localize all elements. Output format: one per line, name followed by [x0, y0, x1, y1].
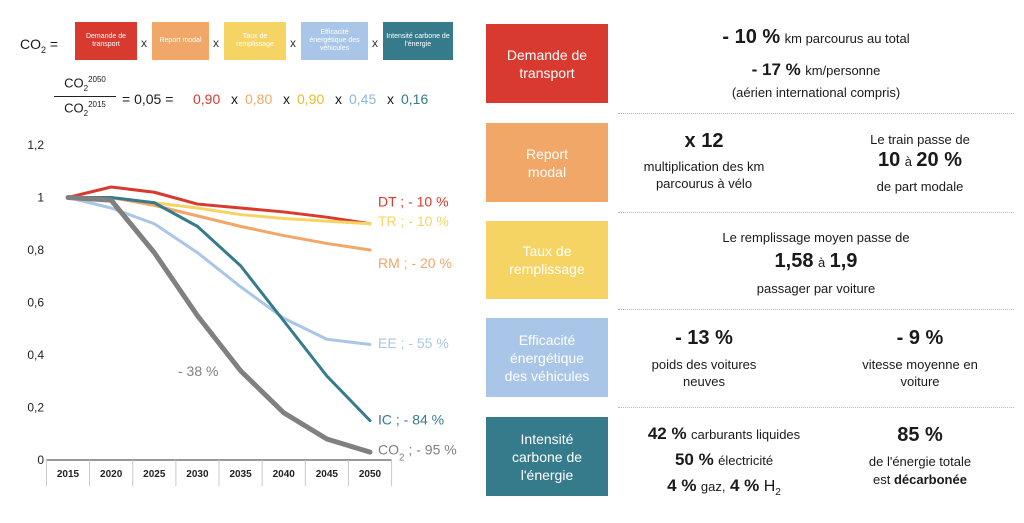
transport-line1: - 10 % km parcourus au total [722, 26, 910, 48]
y-tick-label: 0 [37, 453, 44, 467]
modal-left-big: x 12 [684, 130, 724, 152]
efficacite-right-text: vitesse moyenne en voiture [862, 357, 978, 389]
separator [618, 113, 1014, 114]
times-sign: x [141, 36, 147, 50]
series-labels: DT ; - 10 % TR ; - 10 % RM ; - 20 % EE ; - … [378, 193, 457, 463]
remplissage-big: 1,58 à 1,9 [774, 250, 858, 272]
x-tick-label: 2030 [186, 469, 209, 480]
chip-intensite: Intensité carbone de l'énergie [383, 22, 453, 60]
x-tick-label: 2035 [229, 469, 252, 480]
category-remplissage: Taux de remplissage [486, 221, 608, 299]
category-efficacite: Efficacité énergétique des véhicules [486, 318, 608, 397]
series-label-tr: TR ; - 10 % [378, 213, 449, 229]
ratio-denominator: CO22015 [64, 100, 106, 118]
transport-line3: (aérien international compris) [731, 85, 901, 100]
times-sign: x [283, 91, 290, 107]
times-sign: x [290, 36, 296, 50]
ratio-equals: = 0,05 = [122, 91, 174, 107]
x-tick-label: 2040 [273, 469, 296, 480]
y-tick-label: 1 [37, 191, 44, 205]
x-tick-label: 2045 [316, 469, 339, 480]
category-modal: Report modal [486, 123, 608, 202]
y-tick-label: 0,4 [27, 348, 44, 362]
separator [618, 212, 1014, 213]
chip-modal: Report modal [152, 22, 209, 60]
chip-transport: Demande de transport [75, 22, 137, 60]
series-line-dt [66, 185, 372, 226]
efficacite-left-text: poids des voitures neuves [651, 357, 757, 389]
ratio-numerator: CO22050 [64, 75, 106, 93]
y-axis-ticks: 0 0,2 0,4 0,6 0,8 1 1,2 [27, 138, 44, 467]
times-sign: x [231, 91, 238, 107]
x-tick-label: 2050 [359, 469, 382, 480]
factor-transport: 0,90 [193, 91, 221, 107]
modal-left-text: multiplication des km parcourus à vélo [643, 159, 765, 191]
series-line-co2 [65, 195, 373, 455]
times-sign: x [372, 36, 378, 50]
intensite-line3: 4 % gaz, 4 % H2 [667, 476, 781, 499]
series-label-ic: IC ; - 84 % [378, 411, 444, 427]
factor-intensite: 0,16 [401, 91, 429, 107]
series-label-subscript: 2 [399, 452, 405, 463]
annotation-label: - 38 % [178, 363, 218, 379]
series-label-dt: DT ; - 10 % [378, 193, 449, 209]
factor-efficacite: 0,45 [349, 91, 377, 107]
category-transport: Demande de transport [486, 24, 608, 103]
intensite-right-big: 85 % [897, 424, 943, 446]
x-axis-ticks: 2015 2020 2025 2030 2035 2040 2045 2050 [45, 459, 393, 486]
y-tick-label: 0,6 [27, 296, 44, 310]
x-tick-label: 2020 [100, 469, 123, 480]
remplissage-top: Le remplissage moyen passe de [722, 230, 910, 245]
category-intensite: Intensité carbone de l'énergie [486, 417, 608, 496]
separator [618, 407, 1014, 408]
times-sign: x [335, 91, 342, 107]
intensite-line2: 50 % électricité [674, 450, 774, 469]
series-label-rest: ; - 95 % [405, 442, 457, 458]
co2-chart: 00,20,40,60,811,2 2015 2020 2025 2030 2035 20… [27, 138, 457, 486]
x-tick-label: 2015 [57, 469, 80, 480]
chip-efficacite: Efficacité énergétique des véhicules [301, 22, 368, 60]
transport-line2: - 17 % km/personne [751, 60, 881, 79]
series-label-ee: EE ; - 55 % [378, 335, 449, 351]
series-lines [65, 185, 373, 455]
factor-remplissage: 0,90 [297, 91, 325, 107]
formula-co2-label: CO2 = [20, 36, 59, 55]
modal-right-big: 10 à 20 % [878, 149, 962, 171]
remplissage-bottom: passager par voiture [756, 281, 876, 296]
series-label-rm: RM ; - 20 % [378, 255, 452, 271]
modal-right-top: Le train passe de [870, 132, 970, 147]
efficacite-left-big: - 13 % [675, 327, 733, 349]
ratio-bar [54, 96, 116, 97]
series-line-ic [66, 196, 372, 423]
separator [618, 309, 1014, 310]
times-sign: x [213, 36, 219, 50]
y-tick-label: 1,2 [27, 138, 44, 152]
modal-right-bottom: de part modale [876, 179, 964, 194]
factor-modal: 0,80 [245, 91, 273, 107]
intensite-line1: 42 % carburants liquides [647, 424, 801, 443]
times-sign: x [387, 91, 394, 107]
y-tick-label: 0,2 [27, 401, 44, 415]
y-tick-label: 0,8 [27, 243, 44, 257]
chip-remplissage: Taux de remplissage [224, 22, 286, 60]
intensite-right-text: de l'énergie totale [868, 454, 972, 469]
x-tick-label: 2025 [143, 469, 166, 480]
intensite-right-text2: est décarbonée [873, 472, 967, 487]
efficacite-right-big: - 9 % [896, 327, 944, 349]
